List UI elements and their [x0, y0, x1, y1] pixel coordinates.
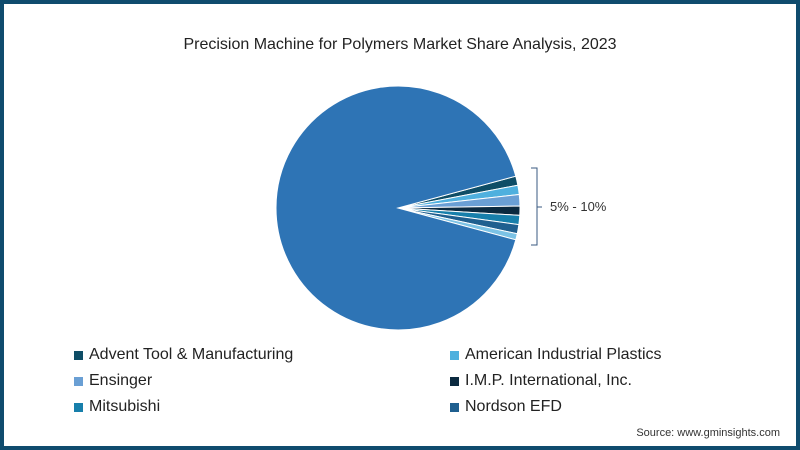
legend-swatch	[450, 402, 459, 412]
legend-label: I.M.P. International, Inc.	[465, 372, 632, 389]
legend-swatch	[450, 350, 459, 360]
bracket-label: 5% - 10%	[550, 199, 607, 214]
bracket	[531, 167, 542, 246]
legend-swatch	[74, 402, 83, 412]
legend-item: Ensinger	[74, 368, 293, 394]
legend-label: Advent Tool & Manufacturing	[89, 346, 294, 363]
legend-label: Nordson EFD	[465, 398, 562, 415]
legend-swatch	[74, 350, 83, 360]
legend-label: Ensinger	[89, 372, 153, 389]
legend-item: I.M.P. International, Inc.	[450, 368, 662, 394]
legend-label: Mitsubishi	[89, 398, 161, 415]
pie-slices	[275, 85, 521, 331]
legend-swatch	[450, 376, 459, 386]
legend-item: Advent Tool & Manufacturing	[74, 342, 293, 368]
legend-left: Advent Tool & Manufacturing Ensinger Mit…	[74, 342, 293, 420]
pie-slice	[275, 85, 517, 331]
legend-label: American Industrial Plastics	[465, 346, 662, 363]
legend-swatch	[74, 376, 83, 386]
chart-title: Precision Machine for Polymers Market Sh…	[183, 36, 617, 53]
legend-item: Mitsubishi	[74, 394, 293, 420]
legend-item: Nordson EFD	[450, 394, 662, 420]
legend-right: American Industrial Plastics I.M.P. Inte…	[450, 342, 662, 420]
source-note: Source: www.gminsights.com	[636, 427, 780, 439]
legend-item: American Industrial Plastics	[450, 342, 662, 368]
